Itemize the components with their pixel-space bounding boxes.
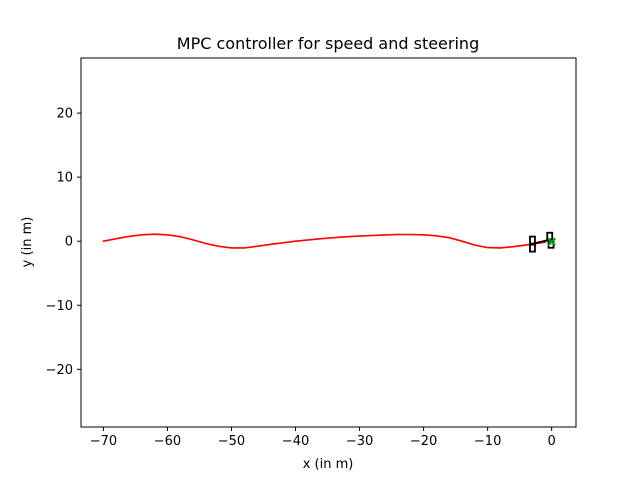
- y-tick-label: 20: [56, 107, 73, 122]
- y-axis-label: y (in m): [20, 217, 35, 268]
- vehicle-wheel: [529, 235, 536, 246]
- chart-title: MPC controller for speed and steering: [177, 34, 479, 53]
- x-tick-label: −10: [474, 434, 501, 449]
- plot-area: [80, 57, 577, 428]
- target-point-marker: [547, 237, 556, 247]
- y-tick-label: 0: [65, 235, 73, 250]
- x-axis-label: x (in m): [303, 457, 354, 472]
- x-tick-label: −40: [282, 434, 309, 449]
- x-tick-label: 0: [548, 434, 556, 449]
- y-axis: −20 −10 0 10 20: [46, 107, 81, 378]
- x-tick-label: −50: [218, 434, 245, 449]
- plot-frame: [80, 57, 577, 428]
- reference-path-line: [102, 233, 547, 249]
- x-tick-label: −20: [410, 434, 437, 449]
- vehicle-wheel: [529, 242, 536, 253]
- x-tick-label: −30: [346, 434, 373, 449]
- y-tick-label: 10: [56, 171, 73, 186]
- x-tick-label: −70: [90, 434, 117, 449]
- x-tick-label: −60: [154, 434, 181, 449]
- y-tick-label: −10: [46, 299, 73, 314]
- y-tick-label: −20: [46, 363, 73, 378]
- x-axis: −70 −60 −50 −40 −30 −20 −10 0: [90, 427, 556, 449]
